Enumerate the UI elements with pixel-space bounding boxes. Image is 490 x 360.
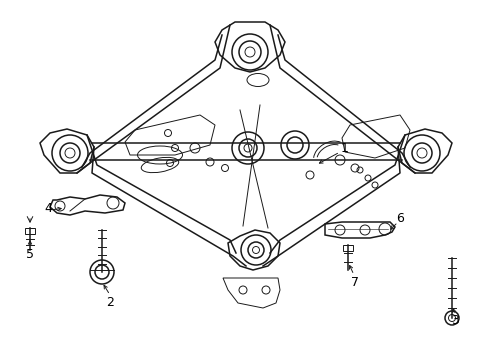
Text: 4: 4 [44, 202, 52, 215]
Text: 6: 6 [396, 211, 404, 225]
Text: 1: 1 [341, 141, 349, 154]
Text: 5: 5 [26, 248, 34, 261]
Text: 7: 7 [351, 275, 359, 288]
Text: 2: 2 [106, 296, 114, 309]
Text: 3: 3 [451, 314, 459, 327]
